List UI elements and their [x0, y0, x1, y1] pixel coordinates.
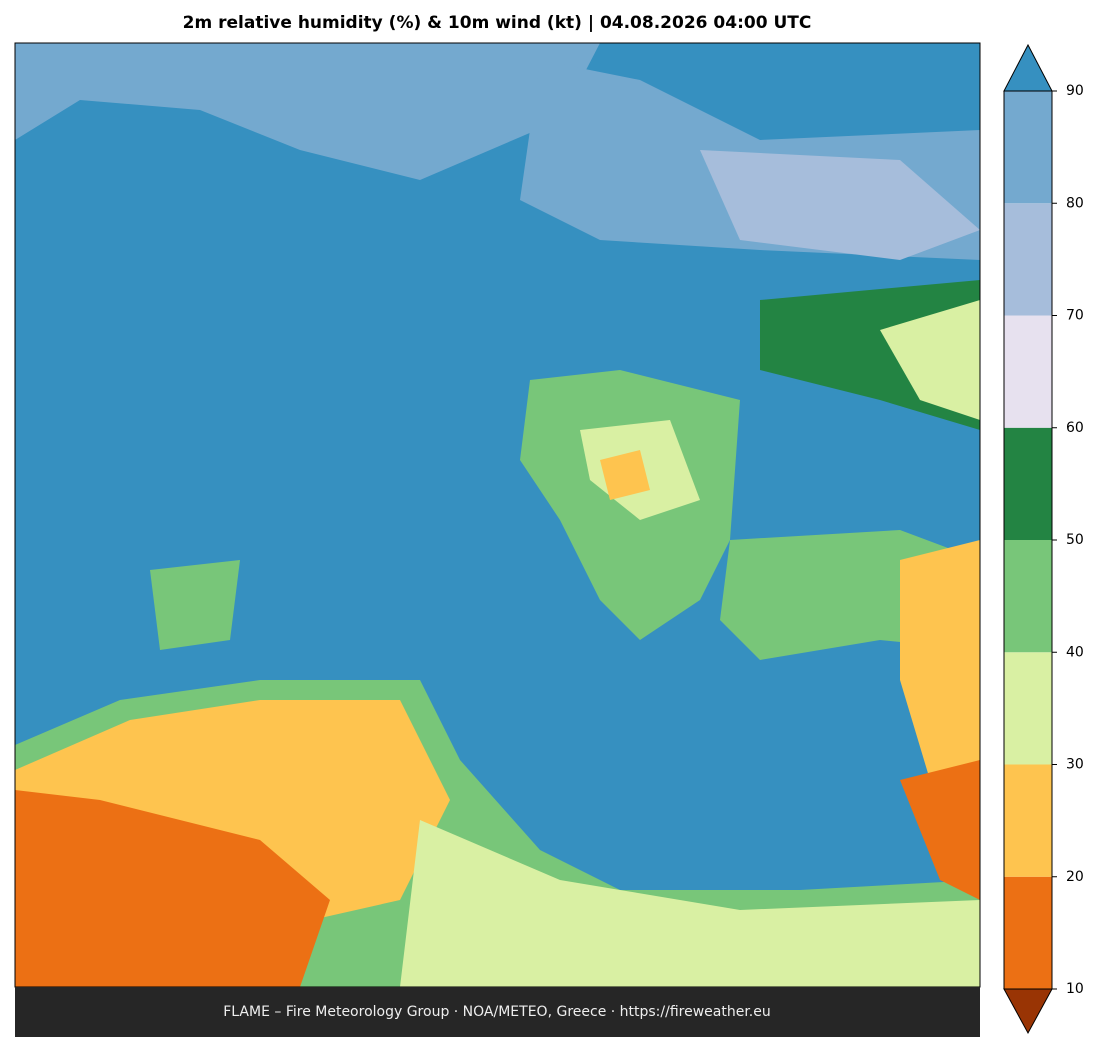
footer-bar	[15, 987, 980, 1037]
colorbar-tick-label: 90	[1066, 83, 1084, 99]
colorbar-tick-label: 20	[1066, 869, 1084, 885]
colorbar-bin	[1004, 540, 1052, 653]
region-balkans-hot	[600, 450, 650, 500]
region-north	[15, 43, 600, 180]
colorbar-tick-label: 70	[1066, 308, 1084, 324]
colorbar-bin	[1004, 652, 1052, 765]
colorbar-tick-label: 60	[1066, 420, 1084, 436]
region-levant	[900, 540, 980, 780]
colorbar-over	[1003, 43, 1053, 92]
colorbar-bin	[1004, 203, 1052, 316]
colorbar-tick-label: 80	[1066, 195, 1084, 211]
colorbar-bin	[1004, 764, 1052, 877]
map	[14, 42, 981, 988]
colorbar-bin	[1004, 876, 1052, 989]
colorbar-bin	[1004, 91, 1052, 204]
region-egypt	[900, 760, 980, 900]
colorbar: 10 20 30 40 50 60 70 80 90	[1003, 43, 1084, 1035]
map-title: 2m relative humidity (%) & 10m wind (kt)…	[183, 13, 812, 33]
region-iberia	[150, 560, 240, 650]
region-sahara	[15, 790, 330, 987]
colorbar-bin	[1004, 315, 1052, 428]
colorbar-under	[1003, 988, 1053, 1035]
colorbar-tick-label: 10	[1066, 981, 1084, 997]
colorbar-bin	[1004, 427, 1052, 540]
colorbar-tick-label: 50	[1066, 532, 1084, 548]
colorbar-tick-label: 40	[1066, 644, 1084, 660]
region-libya	[400, 820, 980, 987]
footer-text: FLAME – Fire Meteorology Group · NOA/MET…	[223, 1004, 771, 1020]
region-russia	[700, 150, 980, 260]
colorbar-tick-label: 30	[1066, 757, 1084, 773]
region-ukraine-dry	[880, 300, 980, 420]
